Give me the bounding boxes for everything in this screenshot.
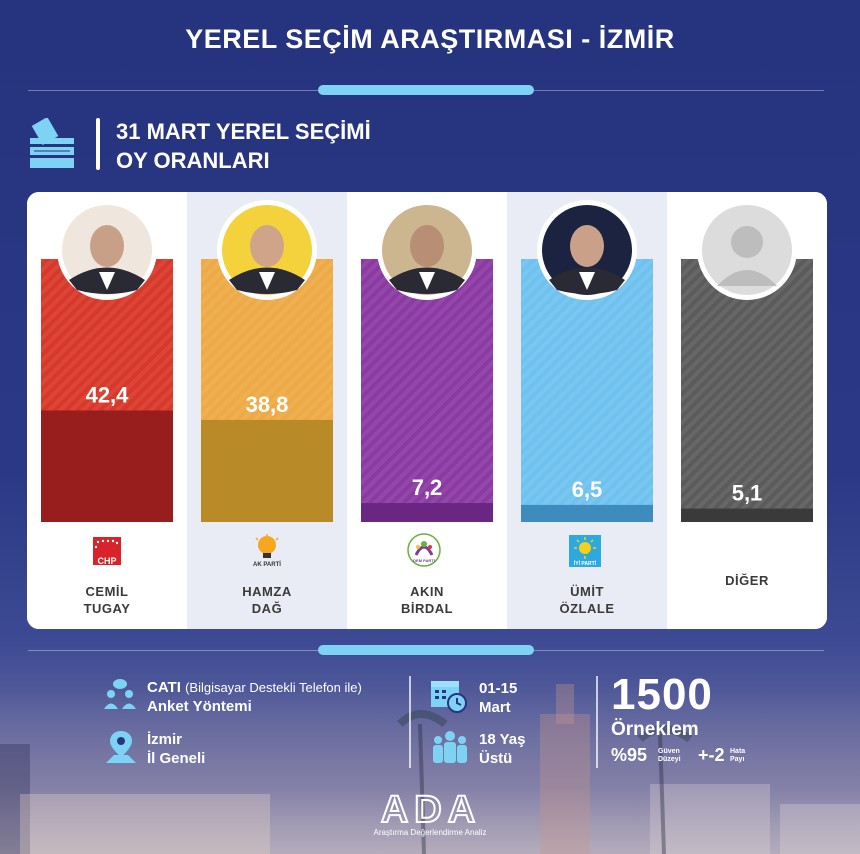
bar-chart: 42,4 38,8 7,2 6,5 5,1 — [41, 200, 813, 522]
ada-logo-text: ADA — [381, 790, 481, 826]
dem-parti-logo-text: DEM PARTİ — [413, 558, 435, 563]
margin-label: Hata Payı — [730, 748, 745, 764]
candidate-name-line1: HAMZA — [242, 584, 292, 599]
ada-tagline: Araştırma Değerlendirme Analiz — [373, 828, 487, 837]
candidate-name-line1: AKIN — [410, 584, 444, 599]
sample-label: Örneklem — [611, 719, 699, 740]
candidate-name-line2: BİRDAL — [400, 601, 454, 616]
candidate-name-line1: DİĞER — [725, 573, 769, 588]
avatar-shirt — [419, 272, 435, 290]
avatar-face — [250, 225, 284, 267]
area-line2: İl Geneli — [147, 750, 206, 767]
candidate-name-line1: ÜMİT — [570, 584, 604, 599]
ballot-box-icon — [30, 118, 74, 168]
sample-size: 1500 — [611, 670, 713, 719]
date-line2: Mart — [479, 699, 511, 716]
ada-logo: ADA — [380, 790, 481, 826]
candidate-name-line1: CEMİL — [85, 584, 129, 599]
avatar-face — [570, 225, 604, 267]
map-pin-icon — [106, 731, 136, 763]
method-label: Anket Yöntemi — [147, 698, 252, 715]
bar — [41, 410, 173, 522]
divider — [534, 90, 824, 91]
confidence-label-line1: Güven — [658, 748, 680, 755]
accent-pill — [318, 85, 534, 95]
age-line2: Üstü — [479, 750, 513, 767]
chart-subtitle: 31 MART YEREL SEÇİMİ OY ORANLARI — [116, 117, 371, 175]
chp-logo-text: CHP — [97, 556, 116, 566]
avatar-face — [410, 225, 444, 267]
area-line1: İzmir — [147, 731, 183, 748]
people-chat-icon — [104, 679, 136, 709]
age-info: 18 Yaş Üstü — [479, 730, 525, 768]
candidate-name: DİĞER — [667, 572, 827, 589]
method-detail: (Bilgisayar Destekli Telefon ile) — [185, 680, 362, 695]
divider — [28, 90, 318, 91]
bar — [681, 508, 813, 522]
candidate-name: AKIN BİRDAL — [347, 583, 507, 617]
group-people-icon — [433, 731, 467, 763]
date-line1: 01-15 — [479, 680, 518, 697]
data-label: 6,5 — [572, 477, 603, 502]
avatar-shirt — [259, 272, 275, 290]
ak-parti-logo-text: AK PARTİ — [253, 561, 281, 568]
area-info: İzmir İl Geneli — [147, 730, 205, 768]
info-separator — [596, 676, 598, 768]
candidate-name: ÜMİT ÖZLALE — [507, 583, 667, 617]
avatar-placeholder-body — [717, 270, 777, 286]
method-info: CATI (Bilgisayar Destekli Telefon ile) A… — [147, 678, 362, 716]
accent-pill — [318, 645, 534, 655]
confidence-label: Güven Düzeyi — [658, 748, 681, 764]
city-skyline-background — [0, 684, 860, 854]
bar — [201, 419, 333, 522]
avatar-face — [90, 225, 124, 267]
bar-stripes — [681, 259, 813, 522]
skyline-illustration — [0, 684, 860, 854]
dem-parti-logo-icon: DEM PARTİ — [407, 533, 441, 567]
candidate-name-line2: TUGAY — [83, 601, 131, 616]
iyi-parti-sun-icon: İYİ PARTİ — [569, 535, 601, 567]
confidence-label-line2: Düzeyi — [658, 756, 681, 763]
chart-card: 42,4 38,8 7,2 6,5 5,1 CEMİL TUGAY HAMZA DAĞ … — [27, 192, 827, 629]
iyi-parti-logo-text: İYİ PARTİ — [574, 560, 597, 567]
bar-stripes — [361, 259, 493, 522]
candidate-name-line2: ÖZLALE — [559, 601, 615, 616]
subtitle-bar — [96, 118, 100, 170]
candidate-name: HAMZA DAĞ — [187, 583, 347, 617]
date-info: 01-15 Mart — [479, 679, 517, 717]
divider — [534, 650, 824, 651]
bar-stripes — [521, 259, 653, 522]
page-title: YEREL SEÇİM ARAŞTIRMASI - İZMİR — [185, 24, 675, 54]
bar — [361, 503, 493, 522]
calendar-clock-icon — [431, 681, 467, 713]
divider — [28, 650, 318, 651]
data-label: 5,1 — [732, 481, 763, 506]
candidate-name: CEMİL TUGAY — [27, 583, 187, 617]
age-line1: 18 Yaş — [479, 731, 526, 748]
subtitle-line1: 31 MART YEREL SEÇİMİ — [116, 119, 371, 144]
data-label: 42,4 — [86, 382, 130, 407]
method-title: CATI — [147, 679, 181, 696]
avatar-placeholder-head — [731, 226, 763, 258]
confidence-value: %95 — [611, 745, 648, 765]
bar — [521, 504, 653, 522]
info-separator — [409, 676, 411, 768]
avatar-shirt — [579, 272, 595, 290]
chp-logo-icon: CHP — [93, 537, 121, 566]
data-label: 7,2 — [412, 475, 443, 500]
candidate-name-line2: DAĞ — [251, 601, 283, 616]
subtitle-line2: OY ORANLARI — [116, 148, 270, 173]
margin-label-line1: Hata — [730, 748, 746, 755]
ak-parti-bulb-icon: AK PARTİ — [253, 534, 281, 568]
avatar-shirt — [99, 272, 115, 290]
margin-value: +-2 — [698, 745, 725, 765]
margin-label-line2: Payı — [730, 756, 745, 763]
data-label: 38,8 — [246, 392, 289, 417]
